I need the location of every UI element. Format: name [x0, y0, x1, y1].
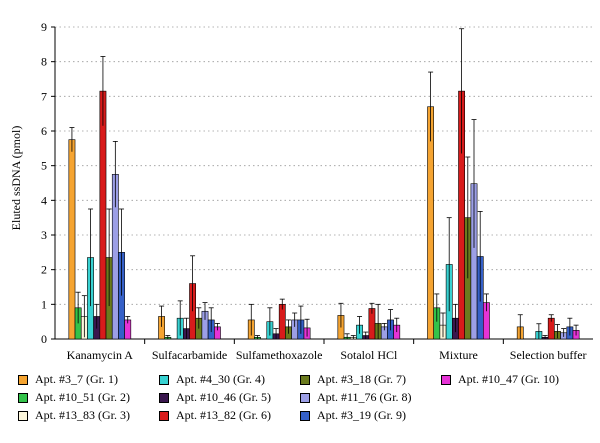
- legend-item: Apt. #4_30 (Gr. 4): [159, 371, 265, 388]
- legend-swatch: [441, 374, 451, 385]
- bar: [427, 106, 434, 340]
- y-tick-label: 3: [41, 228, 47, 242]
- legend-label: Apt. #13_83 (Gr. 3): [35, 408, 130, 422]
- axes: [51, 26, 593, 344]
- bar: [99, 90, 107, 340]
- legend-item: Apt. #10_47 (Gr. 10): [441, 371, 559, 388]
- legend-item: Apt. #3_19 (Gr. 9): [300, 407, 406, 424]
- legend-item: Apt. #10_51 (Gr. 2): [18, 389, 130, 406]
- y-tick-label: 8: [41, 55, 47, 69]
- legend-swatch: [159, 410, 169, 421]
- x-tick-label: Sulfamethoxazole: [236, 348, 323, 362]
- legend-item: Apt. #13_83 (Gr. 3): [18, 407, 130, 424]
- legend-label: Apt. #11_76 (Gr. 8): [317, 390, 412, 404]
- legend-label: Apt. #13_82 (Gr. 6): [176, 408, 271, 422]
- y-tick-label: 7: [41, 89, 47, 103]
- x-tick-label: Mixture: [439, 348, 478, 362]
- legend-label: Apt. #4_30 (Gr. 4): [176, 372, 265, 386]
- legend-label: Apt. #10_46 (Gr. 5): [176, 390, 271, 404]
- chart-legend: Apt. #3_7 (Gr. 1) Apt. #10_51 (Gr. 2) Apt.…: [18, 371, 594, 439]
- y-tick-label: 6: [41, 124, 47, 138]
- gridlines: [55, 26, 593, 305]
- x-tick-label: Kanamycin A: [67, 348, 134, 362]
- legend-label: Apt. #3_7 (Gr. 1): [35, 372, 118, 386]
- x-tick-label: Sulfacarbamide: [152, 348, 227, 362]
- tick-labels: 0 1 2 3 4 5 6 7 8 9 Kanamycin A Sulfacarbamide Sulfa…: [41, 20, 587, 362]
- x-tick-label: Selection buffer: [510, 348, 587, 362]
- bar: [278, 304, 286, 340]
- legend-swatch: [300, 410, 310, 421]
- bar: [68, 139, 76, 340]
- legend-item: Apt. #13_82 (Gr. 6): [159, 407, 271, 424]
- y-tick-label: 9: [41, 20, 47, 34]
- x-tick-label: Sotalol HCl: [340, 348, 398, 362]
- legend-label: Apt. #10_51 (Gr. 2): [35, 390, 130, 404]
- legend-swatch: [300, 374, 310, 385]
- y-axis-label: Eluted ssDNA (pmol): [9, 126, 23, 231]
- y-tick-label: 2: [41, 263, 47, 277]
- y-tick-label: 0: [41, 332, 47, 346]
- y-tick-label: 4: [41, 193, 47, 207]
- legend-label: Apt. #10_47 (Gr. 10): [458, 372, 559, 386]
- legend-swatch: [18, 374, 28, 385]
- y-tick-label: 1: [41, 297, 47, 311]
- legend-item: Apt. #3_7 (Gr. 1): [18, 371, 118, 388]
- error-bars: [69, 28, 579, 339]
- legend-item: Apt. #11_76 (Gr. 8): [300, 389, 412, 406]
- legend-swatch: [18, 392, 28, 403]
- legend-label: Apt. #3_18 (Gr. 7): [317, 372, 406, 386]
- legend-swatch: [159, 392, 169, 403]
- legend-item: Apt. #10_46 (Gr. 5): [159, 389, 271, 406]
- legend-swatch: [159, 374, 169, 385]
- legend-label: Apt. #3_19 (Gr. 9): [317, 408, 406, 422]
- legend-item: Apt. #3_18 (Gr. 7): [300, 371, 406, 388]
- bars: [68, 90, 580, 340]
- legend-swatch: [18, 410, 28, 421]
- y-tick-label: 5: [41, 159, 47, 173]
- legend-swatch: [300, 392, 310, 403]
